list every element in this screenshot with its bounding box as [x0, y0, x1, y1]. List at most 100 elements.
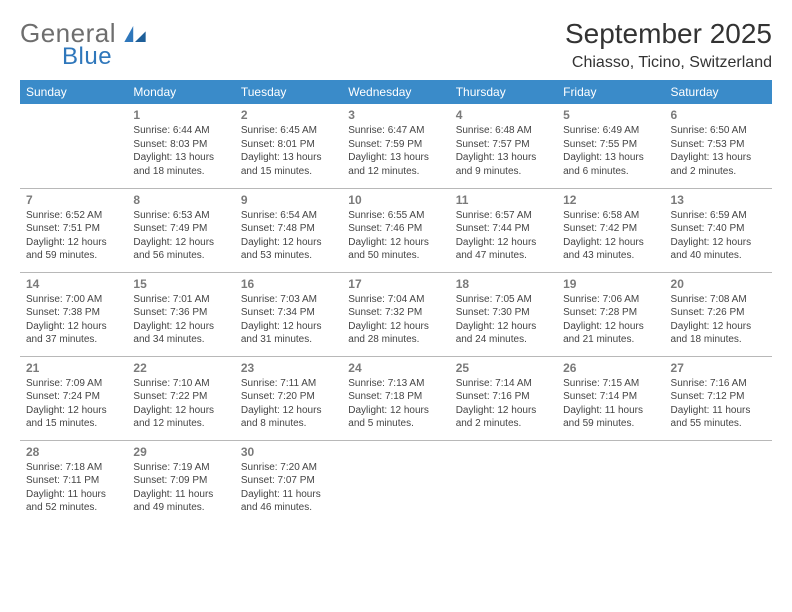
sunrise-text: Sunrise: 7:15 AM	[563, 377, 658, 391]
calendar-day: 29Sunrise: 7:19 AMSunset: 7:09 PMDayligh…	[127, 440, 234, 524]
calendar-day: 19Sunrise: 7:06 AMSunset: 7:28 PMDayligh…	[557, 272, 664, 356]
day-number: 29	[133, 444, 228, 460]
day-number: 28	[26, 444, 121, 460]
location-text: Chiasso, Ticino, Switzerland	[565, 54, 772, 72]
sunrise-text: Sunrise: 6:57 AM	[456, 209, 551, 223]
day-number: 13	[671, 192, 766, 208]
sunset-text: Sunset: 7:16 PM	[456, 390, 551, 404]
sunrise-text: Sunrise: 7:16 AM	[671, 377, 766, 391]
sunrise-text: Sunrise: 7:18 AM	[26, 461, 121, 475]
day-number: 15	[133, 276, 228, 292]
daylight-text: Daylight: 12 hours and 40 minutes.	[671, 236, 766, 263]
sunset-text: Sunset: 7:49 PM	[133, 222, 228, 236]
daylight-text: Daylight: 13 hours and 2 minutes.	[671, 151, 766, 178]
daylight-text: Daylight: 11 hours and 59 minutes.	[563, 404, 658, 431]
sunrise-text: Sunrise: 6:48 AM	[456, 124, 551, 138]
day-number: 26	[563, 360, 658, 376]
day-number: 25	[456, 360, 551, 376]
sunset-text: Sunset: 7:28 PM	[563, 306, 658, 320]
day-number: 3	[348, 107, 443, 123]
title-block: September 2025 Chiasso, Ticino, Switzerl…	[565, 18, 772, 72]
daylight-text: Daylight: 13 hours and 6 minutes.	[563, 151, 658, 178]
daylight-text: Daylight: 12 hours and 37 minutes.	[26, 320, 121, 347]
brand-word-2: Blue	[62, 43, 146, 71]
daylight-text: Daylight: 12 hours and 12 minutes.	[133, 404, 228, 431]
calendar-day: 13Sunrise: 6:59 AMSunset: 7:40 PMDayligh…	[665, 188, 772, 272]
calendar-day: 7Sunrise: 6:52 AMSunset: 7:51 PMDaylight…	[20, 188, 127, 272]
calendar-week: 14Sunrise: 7:00 AMSunset: 7:38 PMDayligh…	[20, 272, 772, 356]
day-number: 14	[26, 276, 121, 292]
sunrise-text: Sunrise: 7:19 AM	[133, 461, 228, 475]
daylight-text: Daylight: 12 hours and 47 minutes.	[456, 236, 551, 263]
calendar-day: 27Sunrise: 7:16 AMSunset: 7:12 PMDayligh…	[665, 356, 772, 440]
sunrise-text: Sunrise: 6:52 AM	[26, 209, 121, 223]
daylight-text: Daylight: 12 hours and 53 minutes.	[241, 236, 336, 263]
day-number: 27	[671, 360, 766, 376]
sunset-text: Sunset: 7:30 PM	[456, 306, 551, 320]
daylight-text: Daylight: 12 hours and 24 minutes.	[456, 320, 551, 347]
calendar-day: 18Sunrise: 7:05 AMSunset: 7:30 PMDayligh…	[450, 272, 557, 356]
daylight-text: Daylight: 11 hours and 46 minutes.	[241, 488, 336, 515]
daylight-text: Daylight: 12 hours and 15 minutes.	[26, 404, 121, 431]
day-number: 22	[133, 360, 228, 376]
sunset-text: Sunset: 8:03 PM	[133, 138, 228, 152]
sunrise-text: Sunrise: 6:50 AM	[671, 124, 766, 138]
calendar-day: 22Sunrise: 7:10 AMSunset: 7:22 PMDayligh…	[127, 356, 234, 440]
day-number: 8	[133, 192, 228, 208]
sunrise-text: Sunrise: 6:55 AM	[348, 209, 443, 223]
day-number: 19	[563, 276, 658, 292]
day-number: 9	[241, 192, 336, 208]
calendar-day: 3Sunrise: 6:47 AMSunset: 7:59 PMDaylight…	[342, 104, 449, 188]
calendar-day: 24Sunrise: 7:13 AMSunset: 7:18 PMDayligh…	[342, 356, 449, 440]
calendar-day: 17Sunrise: 7:04 AMSunset: 7:32 PMDayligh…	[342, 272, 449, 356]
sunset-text: Sunset: 7:22 PM	[133, 390, 228, 404]
sunrise-text: Sunrise: 7:06 AM	[563, 293, 658, 307]
sail-icon	[124, 26, 146, 42]
calendar-week: 28Sunrise: 7:18 AMSunset: 7:11 PM Dayligh…	[20, 440, 772, 524]
sunset-text: Sunset: 7:40 PM	[671, 222, 766, 236]
sunrise-text: Sunrise: 7:04 AM	[348, 293, 443, 307]
calendar-day: 26Sunrise: 7:15 AMSunset: 7:14 PMDayligh…	[557, 356, 664, 440]
sunset-text: Sunset: 7:34 PM	[241, 306, 336, 320]
sunrise-text: Sunrise: 6:44 AM	[133, 124, 228, 138]
day-number: 20	[671, 276, 766, 292]
sunset-text: Sunset: 7:44 PM	[456, 222, 551, 236]
daylight-text: Daylight: 13 hours and 15 minutes.	[241, 151, 336, 178]
sunrise-text: Sunrise: 7:13 AM	[348, 377, 443, 391]
day-number: 2	[241, 107, 336, 123]
daylight-text: Daylight: 12 hours and 2 minutes.	[456, 404, 551, 431]
sunrise-text: Sunrise: 7:05 AM	[456, 293, 551, 307]
day-number: 6	[671, 107, 766, 123]
calendar-day: 9Sunrise: 6:54 AMSunset: 7:48 PMDaylight…	[235, 188, 342, 272]
sunrise-text: Sunrise: 7:09 AM	[26, 377, 121, 391]
sunrise-text: Sunrise: 6:59 AM	[671, 209, 766, 223]
day-number: 21	[26, 360, 121, 376]
sunset-text: Sunset: 7:07 PM	[241, 474, 336, 488]
daylight-text: Daylight: 12 hours and 56 minutes.	[133, 236, 228, 263]
day-number: 12	[563, 192, 658, 208]
daylight-text: Daylight: 13 hours and 9 minutes.	[456, 151, 551, 178]
sunrise-text: Sunrise: 7:00 AM	[26, 293, 121, 307]
weekday-header: Tuesday	[235, 80, 342, 104]
daylight-text: Daylight: 11 hours and 49 minutes.	[133, 488, 228, 515]
calendar-day: 6Sunrise: 6:50 AMSunset: 7:53 PMDaylight…	[665, 104, 772, 188]
calendar-week: 21Sunrise: 7:09 AMSunset: 7:24 PMDayligh…	[20, 356, 772, 440]
day-number: 5	[563, 107, 658, 123]
calendar-empty	[20, 104, 127, 188]
weekday-header: Monday	[127, 80, 234, 104]
day-number: 1	[133, 107, 228, 123]
sunrise-text: Sunrise: 6:58 AM	[563, 209, 658, 223]
sunrise-text: Sunrise: 7:10 AM	[133, 377, 228, 391]
calendar-day: 30Sunrise: 7:20 AMSunset: 7:07 PMDayligh…	[235, 440, 342, 524]
sunset-text: Sunset: 7:11 PM	[26, 474, 121, 488]
calendar-day: 11Sunrise: 6:57 AMSunset: 7:44 PMDayligh…	[450, 188, 557, 272]
sunrise-text: Sunrise: 6:47 AM	[348, 124, 443, 138]
sunset-text: Sunset: 7:20 PM	[241, 390, 336, 404]
calendar-empty	[342, 440, 449, 524]
daylight-text: Daylight: 12 hours and 31 minutes.	[241, 320, 336, 347]
calendar-day: 28Sunrise: 7:18 AMSunset: 7:11 PMDayligh…	[20, 440, 127, 524]
calendar-day: 25Sunrise: 7:14 AMSunset: 7:16 PMDayligh…	[450, 356, 557, 440]
sunrise-text: Sunrise: 6:54 AM	[241, 209, 336, 223]
day-number: 18	[456, 276, 551, 292]
sunset-text: Sunset: 7:42 PM	[563, 222, 658, 236]
